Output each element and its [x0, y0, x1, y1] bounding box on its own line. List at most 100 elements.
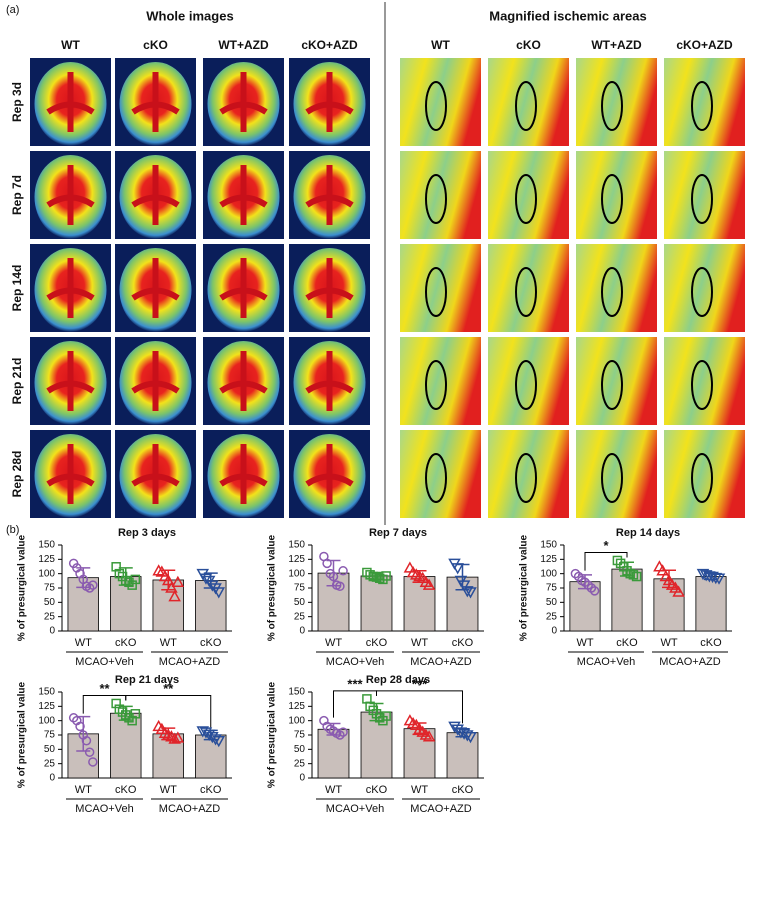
- point: [206, 580, 219, 592]
- y-tick-label: 25: [546, 611, 558, 622]
- point: [111, 562, 121, 572]
- vessel: [131, 444, 180, 504]
- error-bar: [369, 571, 384, 581]
- point: [457, 580, 471, 592]
- x-tick-label: cKO: [200, 784, 222, 796]
- significance-label: *: [603, 538, 609, 553]
- y-axis-label: % of presurgical value: [17, 681, 28, 788]
- point: [88, 580, 98, 590]
- x-tick-label: cKO: [366, 637, 388, 649]
- vessel: [219, 258, 268, 318]
- roi: [601, 174, 623, 224]
- magnified-image: [400, 151, 481, 239]
- group-label: MCAO+Veh: [577, 656, 635, 668]
- y-tick-label: 125: [288, 554, 305, 565]
- point: [612, 555, 623, 566]
- vessel: [305, 444, 354, 504]
- bar: [446, 732, 479, 779]
- point: [84, 747, 95, 757]
- y-tick-label: 125: [540, 554, 557, 565]
- vessel: [219, 351, 268, 411]
- point: [338, 566, 348, 576]
- y-tick-label: 25: [44, 611, 56, 622]
- y-tick-label: 0: [551, 626, 557, 637]
- point: [168, 732, 181, 744]
- point: [168, 590, 181, 602]
- point: [124, 577, 134, 588]
- point: [111, 698, 121, 709]
- y-tick-label: 75: [294, 583, 306, 594]
- y-tick-label: 100: [288, 715, 305, 726]
- error-bar: [76, 715, 91, 752]
- y-tick-label: 50: [44, 744, 56, 755]
- column-label: cKO: [143, 38, 168, 52]
- row-label: Rep 14d: [10, 265, 24, 312]
- significance-label: ***: [347, 676, 363, 691]
- vessel: [219, 165, 268, 225]
- vessel: [131, 165, 180, 225]
- y-tick-label: 50: [294, 744, 306, 755]
- point: [212, 735, 226, 748]
- error-bar: [369, 702, 384, 722]
- magnified-image: [664, 151, 745, 239]
- point: [589, 586, 600, 596]
- x-tick-label: cKO: [366, 784, 388, 796]
- y-tick-label: 75: [294, 730, 306, 741]
- magnified-image: [664, 58, 745, 146]
- point: [448, 721, 461, 733]
- group-label: MCAO+Veh: [326, 803, 384, 815]
- point: [81, 735, 92, 746]
- group-label: MCAO+AZD: [159, 803, 220, 815]
- x-tick-label: WT: [576, 637, 593, 649]
- y-tick-label: 75: [44, 583, 56, 594]
- error-bar: [203, 729, 218, 741]
- roi: [691, 453, 713, 503]
- y-tick-label: 0: [49, 773, 55, 784]
- y-tick-label: 75: [44, 730, 56, 741]
- y-tick-label: 25: [294, 611, 306, 622]
- vessel: [305, 165, 354, 225]
- point: [75, 721, 85, 732]
- error-bar: [455, 727, 470, 738]
- magnified-image: [488, 244, 569, 332]
- vessel: [46, 165, 95, 225]
- y-tick-label: 75: [546, 583, 558, 594]
- magnified-image: [576, 244, 657, 332]
- error-bar: [412, 570, 427, 584]
- point: [461, 730, 474, 742]
- roi: [691, 267, 713, 317]
- magnified-image: [576, 430, 657, 518]
- x-tick-label: WT: [660, 637, 677, 649]
- point: [625, 568, 635, 579]
- x-tick-label: cKO: [200, 637, 222, 649]
- error-bar: [161, 727, 176, 741]
- vessel: [46, 258, 95, 318]
- point: [322, 558, 332, 569]
- group-label: MCAO+AZD: [410, 656, 471, 668]
- point: [461, 586, 474, 598]
- y-tick-label: 150: [38, 687, 55, 698]
- significance-label: **: [163, 681, 174, 696]
- x-tick-label: WT: [75, 784, 92, 796]
- vessel: [305, 258, 354, 318]
- row-label: Rep 28d: [10, 451, 24, 498]
- y-tick-label: 50: [546, 597, 558, 608]
- roi: [425, 360, 447, 410]
- y-tick-label: 50: [294, 597, 306, 608]
- y-tick-label: 100: [540, 568, 557, 579]
- point: [199, 573, 213, 585]
- panel-label: (a): [6, 4, 19, 16]
- point: [114, 704, 125, 714]
- point: [152, 564, 165, 576]
- panel-label: (b): [6, 524, 19, 536]
- error-bar: [412, 722, 427, 736]
- chart-title: Rep 3 days: [118, 527, 176, 539]
- point: [338, 727, 348, 737]
- roi: [601, 453, 623, 503]
- point: [628, 570, 639, 580]
- y-tick-label: 25: [44, 758, 56, 769]
- point: [114, 568, 125, 579]
- x-tick-label: cKO: [452, 784, 474, 796]
- y-tick-label: 150: [288, 687, 305, 698]
- roi: [425, 174, 447, 224]
